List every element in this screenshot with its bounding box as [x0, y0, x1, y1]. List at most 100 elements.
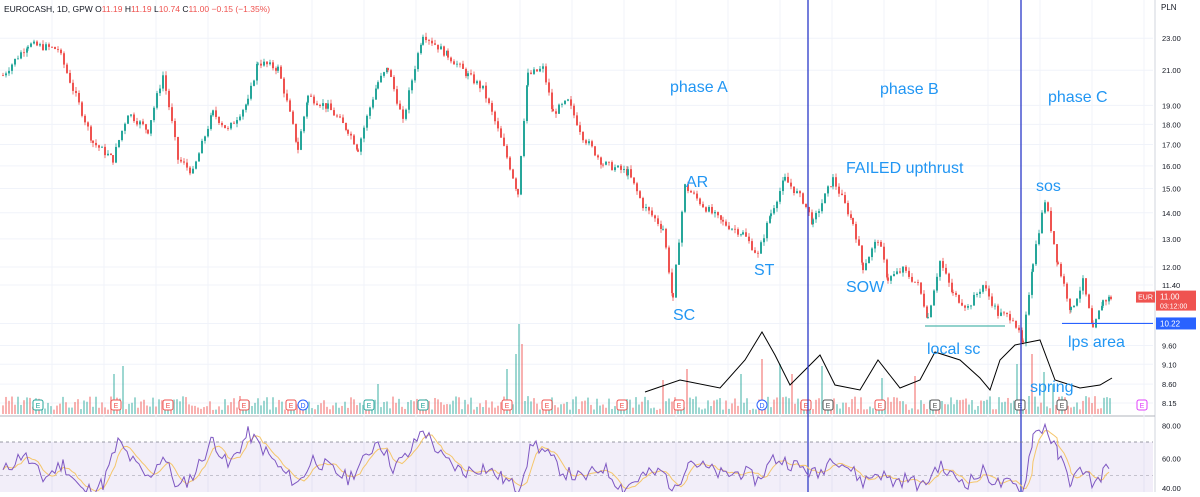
volume-bar [377, 384, 379, 414]
volume-bar [83, 400, 85, 414]
volume-bar [839, 408, 841, 414]
volume-bar [893, 397, 895, 414]
volume-bar [473, 409, 475, 414]
candle-body [861, 245, 863, 263]
volume-bar [1037, 406, 1039, 414]
annotation-label: lps area [1068, 334, 1125, 351]
volume-bar [236, 407, 238, 414]
candle-body [54, 46, 56, 49]
candle-body [147, 129, 149, 134]
candle-body [269, 62, 271, 65]
candle-body [150, 120, 152, 134]
volume-bar [902, 401, 904, 414]
volume-bar [866, 409, 868, 414]
volume-bar [398, 398, 400, 414]
candle-body [87, 122, 89, 127]
volume-bar [614, 406, 616, 414]
volume-bar [32, 406, 34, 414]
volume-bar [695, 396, 697, 414]
volume-bar [1082, 400, 1084, 414]
candle-body [1025, 314, 1027, 343]
candle-body [112, 155, 114, 163]
candle-body [1056, 244, 1058, 263]
volume-bar [251, 405, 253, 414]
candle-body [520, 156, 522, 195]
earnings-marker [32, 399, 44, 411]
volume-bar [638, 404, 640, 414]
candle-body [896, 271, 898, 275]
candle-body [991, 296, 993, 306]
candle-body [757, 252, 759, 254]
candle-body [201, 140, 203, 154]
volume-bar [920, 400, 922, 414]
candle-body [731, 228, 733, 230]
volume-bar [845, 402, 847, 414]
change-value: −0.15 (−1.35%) [211, 4, 271, 14]
volume-bar [257, 398, 259, 414]
candle-body [830, 186, 832, 188]
candle-body [1022, 340, 1024, 343]
candle-body [558, 104, 560, 114]
candle-body [668, 247, 670, 273]
candle-body [815, 212, 817, 220]
annotation-label: AR [686, 174, 708, 191]
event-marker-label: E [677, 403, 682, 410]
event-marker-label: E [1018, 403, 1023, 410]
volume-bar [380, 407, 382, 414]
candle-body [422, 36, 424, 45]
price-tick-label: 12.00 [1162, 263, 1181, 272]
high-label: H [124, 4, 131, 14]
volume-bar [125, 409, 127, 414]
volume-bar [152, 397, 154, 414]
candle-body [951, 282, 953, 292]
candle-body [936, 276, 938, 291]
earnings-marker [616, 399, 628, 411]
candle-body [479, 81, 481, 89]
event-marker-label: E [242, 403, 247, 410]
volume-bar [617, 407, 619, 414]
candle-body [180, 159, 182, 162]
candle-body [576, 115, 578, 126]
candle-body [272, 62, 274, 69]
volume-bar [266, 397, 268, 414]
volume-bar [782, 397, 784, 414]
volume-bar [743, 402, 745, 414]
rsi-line [2, 422, 1110, 497]
earnings-marker [1014, 399, 1026, 411]
candle-body [136, 121, 138, 125]
candle-body [207, 128, 209, 137]
candle-body [23, 52, 25, 54]
candle-body [890, 276, 892, 281]
volume-bar [632, 407, 634, 414]
volume-bar [440, 402, 442, 414]
candle-body [734, 228, 736, 230]
candle-body [459, 63, 461, 65]
volume-bar [494, 407, 496, 414]
candle-body [917, 282, 919, 283]
volume-bar [857, 408, 859, 414]
event-marker-label: E [1060, 403, 1065, 410]
volume-bar [1016, 364, 1018, 414]
candles [2, 32, 1112, 347]
volume-bar [896, 397, 898, 414]
candle-body [84, 115, 86, 123]
candle-body [1105, 300, 1107, 302]
candle-body [306, 102, 308, 117]
volume-bar [290, 409, 292, 414]
volume-bar [557, 407, 559, 414]
candle-body [858, 239, 860, 246]
candle-body [908, 270, 910, 277]
candle-body [802, 193, 804, 204]
price-tick-label: 21.00 [1162, 66, 1181, 75]
volume-bar [527, 396, 529, 414]
candle-body [75, 90, 77, 94]
volume-bar [668, 398, 670, 414]
candle-body [725, 221, 727, 226]
volume-bar [374, 399, 376, 414]
candle-body [645, 207, 647, 209]
candle-body [292, 111, 294, 124]
candle-body [1053, 231, 1055, 245]
volume-bar [197, 407, 199, 414]
